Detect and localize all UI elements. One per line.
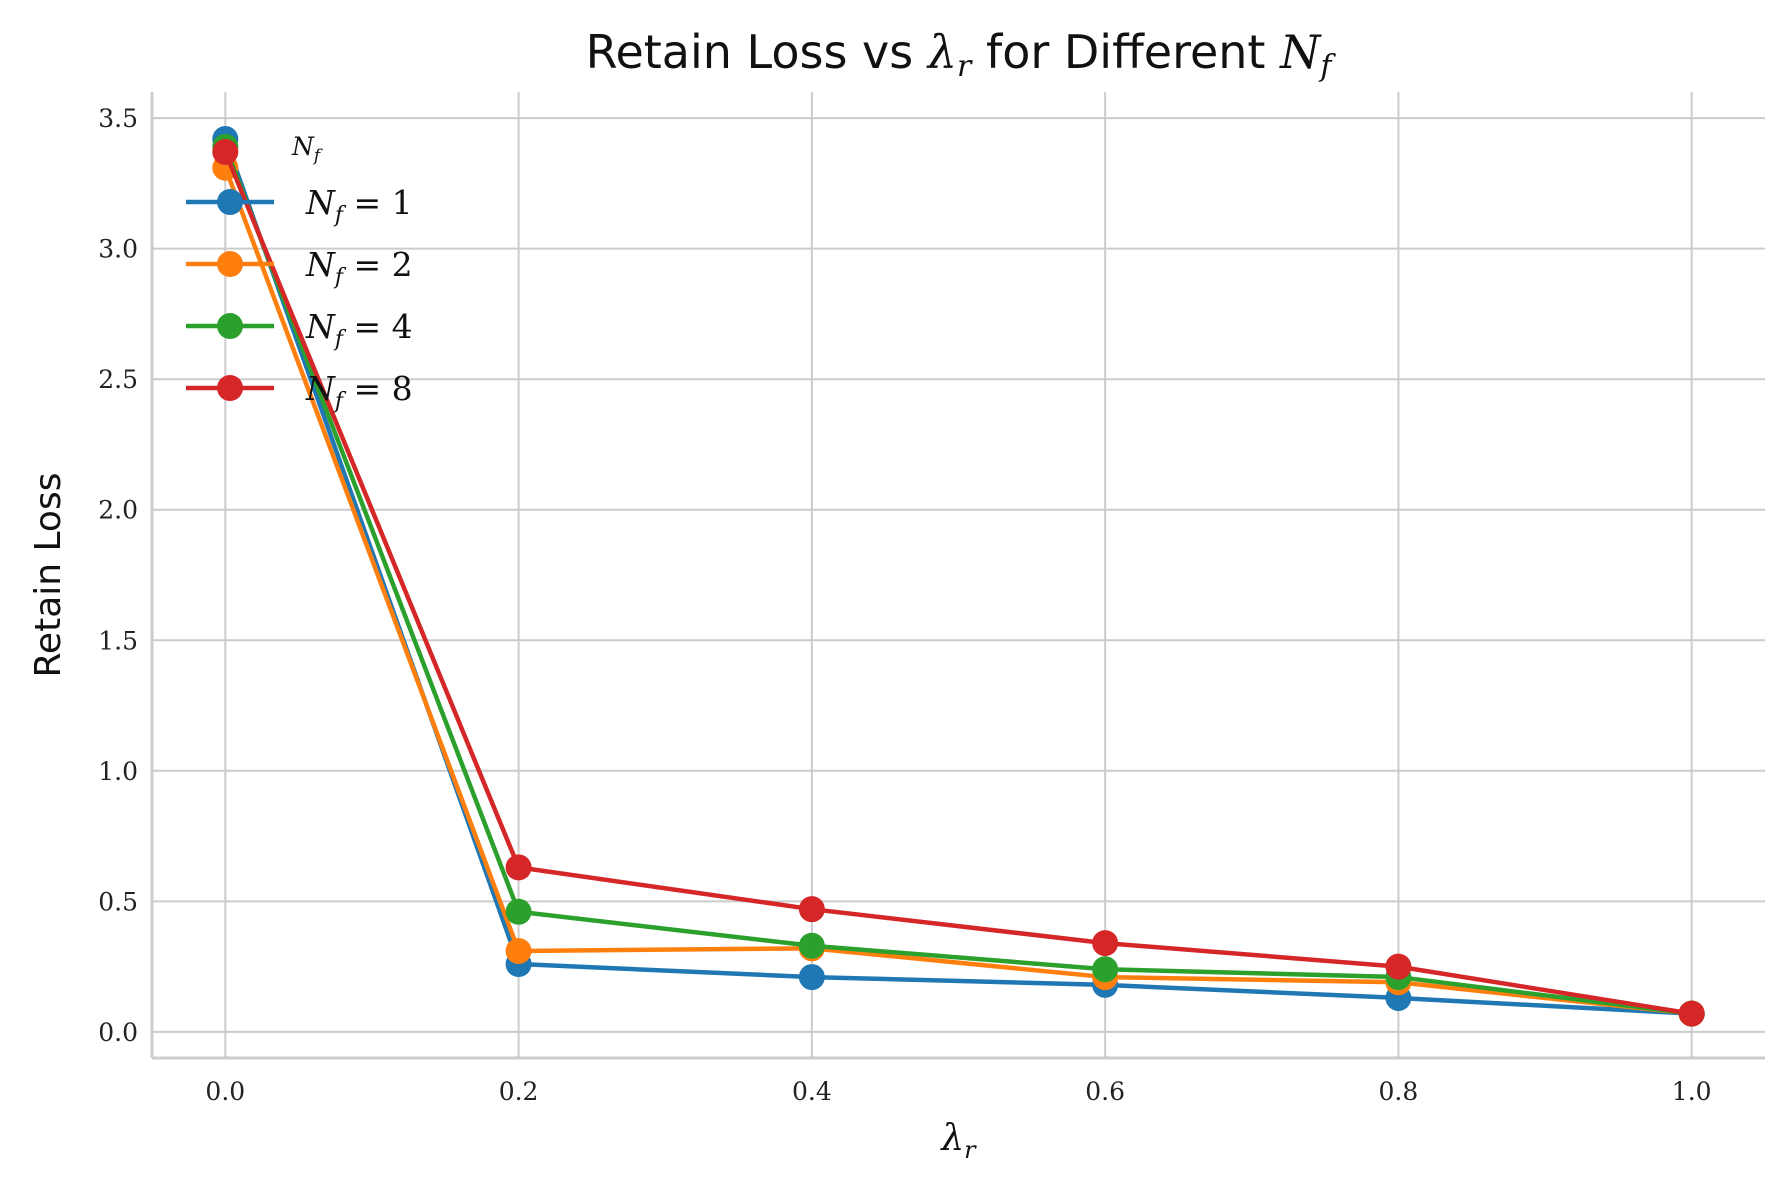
data-point	[505, 854, 532, 881]
title-lambda: λ	[926, 25, 957, 79]
y-tick-label: 1.5	[98, 626, 138, 655]
data-point	[1092, 956, 1119, 983]
y-tick-label: 1.0	[98, 757, 138, 786]
axes	[150, 92, 1765, 1060]
data-point	[1092, 930, 1119, 957]
legend-marker	[217, 251, 243, 277]
x-axis-label-symbol: λ	[939, 1118, 964, 1159]
y-tick-label: 2.0	[98, 496, 138, 525]
legend-marker	[217, 375, 243, 401]
series-line	[223, 151, 1693, 1016]
series-1	[212, 125, 1705, 1027]
y-tick-label: 0.0	[98, 1018, 138, 1047]
legend-entries: Nf = 1 Nf = 2 Nf = 4 Nf = 8	[186, 183, 413, 414]
y-tick-label: 3.5	[98, 104, 138, 133]
title-prefix: Retain Loss vs	[586, 25, 928, 79]
series-2	[212, 154, 1705, 1027]
data-series	[212, 125, 1705, 1027]
legend-label: Nf = 2	[305, 245, 413, 290]
series-line	[223, 146, 1692, 1016]
y-tick-label: 0.5	[98, 887, 138, 916]
x-axis-label-sub: r	[964, 1136, 977, 1164]
x-tick-label: 0.8	[1379, 1077, 1419, 1106]
title-n-sub: f	[1318, 49, 1336, 84]
title-lambda-sub: r	[957, 49, 973, 84]
x-tick-label: 0.4	[792, 1077, 832, 1106]
legend-label: Nf = 4	[305, 307, 413, 352]
data-point	[212, 139, 239, 166]
data-point	[505, 937, 532, 964]
legend-title-symbol: N	[291, 132, 315, 161]
series-line	[223, 166, 1692, 1016]
data-point	[798, 964, 825, 991]
tick-labels: 0.0 0.2 0.4 0.6 0.8 1.0 0.0 0.5 1.0 1.5 2.0 2.5 3.0 3…	[98, 104, 1711, 1106]
legend-label: Nf = 8	[305, 369, 413, 414]
x-tick-label: 0.0	[205, 1077, 245, 1106]
x-axis-label: λr	[939, 1118, 977, 1164]
legend-entry: Nf = 2	[186, 245, 413, 290]
legend: Nf Nf = 1 Nf = 2 Nf = 4 Nf = 8	[186, 132, 413, 414]
x-tick-label: 0.6	[1085, 1077, 1125, 1106]
x-tick-label: 0.2	[499, 1077, 539, 1106]
grid-lines	[152, 92, 1765, 1058]
data-point	[798, 932, 825, 959]
legend-entry: Nf = 8	[186, 369, 413, 414]
y-axis-label: Retain Loss	[28, 473, 69, 678]
legend-title-sub: f	[312, 146, 323, 166]
data-point	[798, 896, 825, 923]
y-tick-label: 2.5	[98, 365, 138, 394]
legend-marker	[217, 313, 243, 339]
series-4	[212, 139, 1705, 1027]
series-line	[223, 138, 1692, 1016]
legend-entry: Nf = 4	[186, 307, 413, 352]
chart-title: Retain Loss vs λr for Different Nf	[586, 25, 1337, 84]
title-n: N	[1279, 25, 1322, 79]
y-tick-label: 3.0	[98, 235, 138, 264]
data-point	[1678, 1000, 1705, 1027]
legend-label: Nf = 1	[305, 183, 413, 228]
data-point	[1385, 953, 1412, 980]
x-tick-label: 1.0	[1672, 1077, 1712, 1106]
legend-entry: Nf = 1	[186, 183, 413, 228]
legend-title: Nf	[291, 132, 323, 166]
legend-marker	[217, 189, 243, 215]
title-middle: for Different	[971, 25, 1280, 79]
series-3	[212, 133, 1705, 1027]
data-point	[505, 898, 532, 925]
